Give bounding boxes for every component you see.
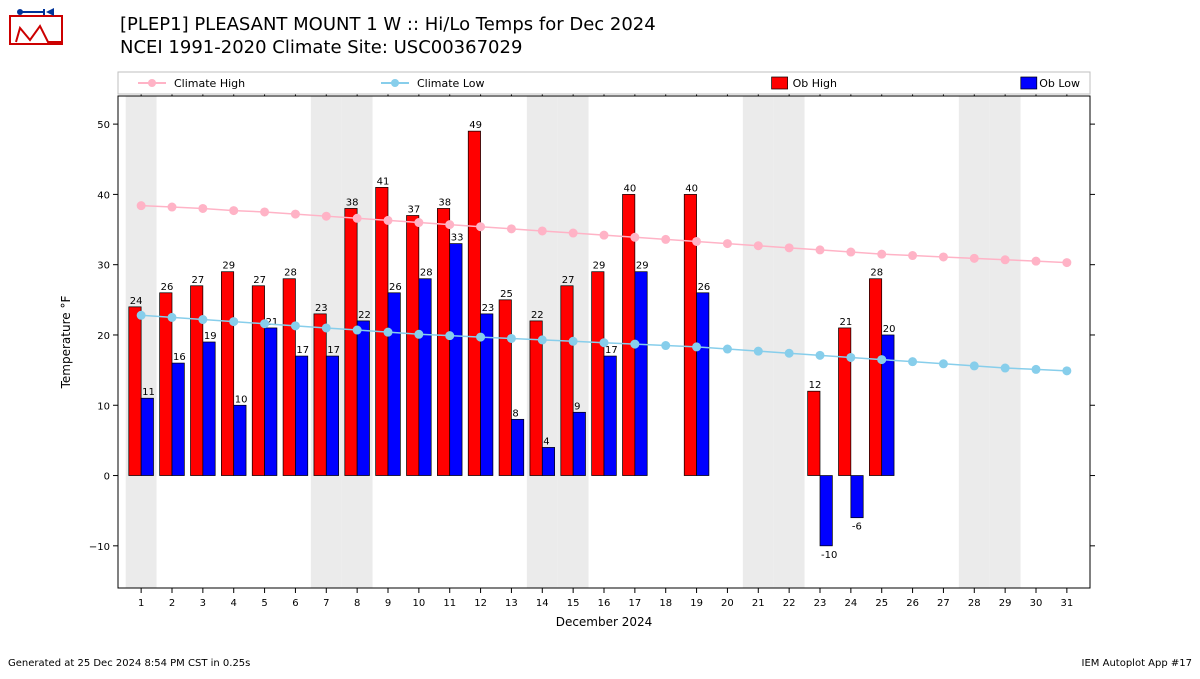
- svg-text:31: 31: [1060, 598, 1073, 609]
- svg-text:28: 28: [968, 598, 981, 609]
- svg-text:10: 10: [235, 394, 248, 405]
- svg-text:26: 26: [698, 282, 711, 293]
- svg-text:20: 20: [721, 598, 734, 609]
- svg-text:30: 30: [1030, 598, 1043, 609]
- svg-text:24: 24: [844, 598, 857, 609]
- svg-text:21: 21: [840, 317, 853, 328]
- chart-title: [PLEP1] PLEASANT MOUNT 1 W :: Hi/Lo Temp…: [120, 14, 656, 59]
- svg-text:26: 26: [389, 282, 402, 293]
- svg-text:40: 40: [97, 190, 110, 201]
- svg-text:23: 23: [482, 303, 495, 314]
- svg-text:14: 14: [536, 598, 549, 609]
- iem-logo: [6, 6, 66, 48]
- svg-text:1: 1: [138, 598, 144, 609]
- svg-text:28: 28: [420, 268, 433, 279]
- svg-text:26: 26: [906, 598, 919, 609]
- svg-text:Climate High: Climate High: [174, 77, 245, 90]
- svg-text:Ob Low: Ob Low: [1039, 77, 1080, 90]
- svg-text:40: 40: [685, 183, 698, 194]
- svg-text:21: 21: [752, 598, 765, 609]
- title-line2: NCEI 1991-2020 Climate Site: USC00367029: [120, 37, 522, 58]
- svg-text:Temperature °F: Temperature °F: [59, 296, 73, 390]
- svg-text:15: 15: [567, 598, 580, 609]
- svg-text:9: 9: [574, 401, 580, 412]
- svg-text:27: 27: [192, 275, 205, 286]
- chart-svg: −1001020304050Temperature °F123456789101…: [0, 0, 1200, 675]
- svg-text:20: 20: [97, 331, 110, 342]
- svg-text:27: 27: [937, 598, 950, 609]
- svg-text:29: 29: [636, 261, 649, 272]
- svg-text:28: 28: [870, 268, 883, 279]
- svg-text:41: 41: [377, 176, 390, 187]
- svg-text:5: 5: [261, 598, 267, 609]
- svg-text:−10: −10: [89, 542, 110, 553]
- svg-text:9: 9: [385, 598, 391, 609]
- svg-text:10: 10: [97, 401, 110, 412]
- svg-text:37: 37: [408, 204, 421, 215]
- svg-text:33: 33: [451, 233, 464, 244]
- svg-text:40: 40: [624, 183, 637, 194]
- svg-text:Ob High: Ob High: [793, 77, 837, 90]
- svg-text:4: 4: [543, 436, 549, 447]
- svg-text:Climate Low: Climate Low: [417, 77, 485, 90]
- chart-figure: [PLEP1] PLEASANT MOUNT 1 W :: Hi/Lo Temp…: [0, 0, 1200, 675]
- svg-text:30: 30: [97, 261, 110, 272]
- svg-text:29: 29: [999, 598, 1012, 609]
- svg-text:25: 25: [875, 598, 888, 609]
- svg-text:18: 18: [659, 598, 672, 609]
- svg-text:16: 16: [173, 352, 186, 363]
- svg-text:12: 12: [474, 598, 487, 609]
- svg-text:38: 38: [438, 197, 451, 208]
- svg-text:22: 22: [531, 310, 544, 321]
- svg-text:6: 6: [292, 598, 298, 609]
- svg-text:23: 23: [814, 598, 827, 609]
- svg-text:4: 4: [231, 598, 237, 609]
- svg-text:8: 8: [512, 408, 518, 419]
- svg-text:-10: -10: [821, 550, 837, 561]
- svg-text:-6: -6: [852, 522, 862, 533]
- svg-text:23: 23: [315, 303, 328, 314]
- footer-generated: Generated at 25 Dec 2024 8:54 PM CST in …: [8, 658, 250, 669]
- svg-text:28: 28: [284, 268, 297, 279]
- svg-text:19: 19: [690, 598, 703, 609]
- svg-text:10: 10: [412, 598, 425, 609]
- svg-text:11: 11: [142, 387, 155, 398]
- svg-text:38: 38: [346, 197, 359, 208]
- svg-text:13: 13: [505, 598, 518, 609]
- svg-text:0: 0: [104, 472, 110, 483]
- svg-text:19: 19: [204, 331, 217, 342]
- title-line1: [PLEP1] PLEASANT MOUNT 1 W :: Hi/Lo Temp…: [120, 14, 656, 35]
- svg-text:2: 2: [169, 598, 175, 609]
- footer-appid: IEM Autoplot App #17: [1082, 658, 1192, 669]
- svg-text:17: 17: [296, 345, 309, 356]
- svg-text:17: 17: [628, 598, 641, 609]
- svg-text:8: 8: [354, 598, 360, 609]
- svg-text:29: 29: [593, 261, 606, 272]
- svg-text:16: 16: [598, 598, 611, 609]
- svg-text:12: 12: [809, 380, 822, 391]
- svg-text:29: 29: [222, 261, 235, 272]
- svg-text:17: 17: [327, 345, 340, 356]
- svg-text:December 2024: December 2024: [556, 615, 653, 629]
- svg-text:3: 3: [200, 598, 206, 609]
- svg-text:50: 50: [97, 120, 110, 131]
- svg-text:27: 27: [253, 275, 266, 286]
- svg-text:25: 25: [500, 289, 513, 300]
- svg-text:11: 11: [443, 598, 456, 609]
- svg-text:22: 22: [358, 310, 371, 321]
- svg-text:17: 17: [605, 345, 618, 356]
- svg-text:22: 22: [783, 598, 796, 609]
- svg-text:7: 7: [323, 598, 329, 609]
- svg-text:26: 26: [161, 282, 174, 293]
- svg-text:20: 20: [883, 324, 896, 335]
- svg-text:24: 24: [130, 296, 143, 307]
- svg-text:49: 49: [469, 120, 482, 131]
- svg-text:27: 27: [562, 275, 575, 286]
